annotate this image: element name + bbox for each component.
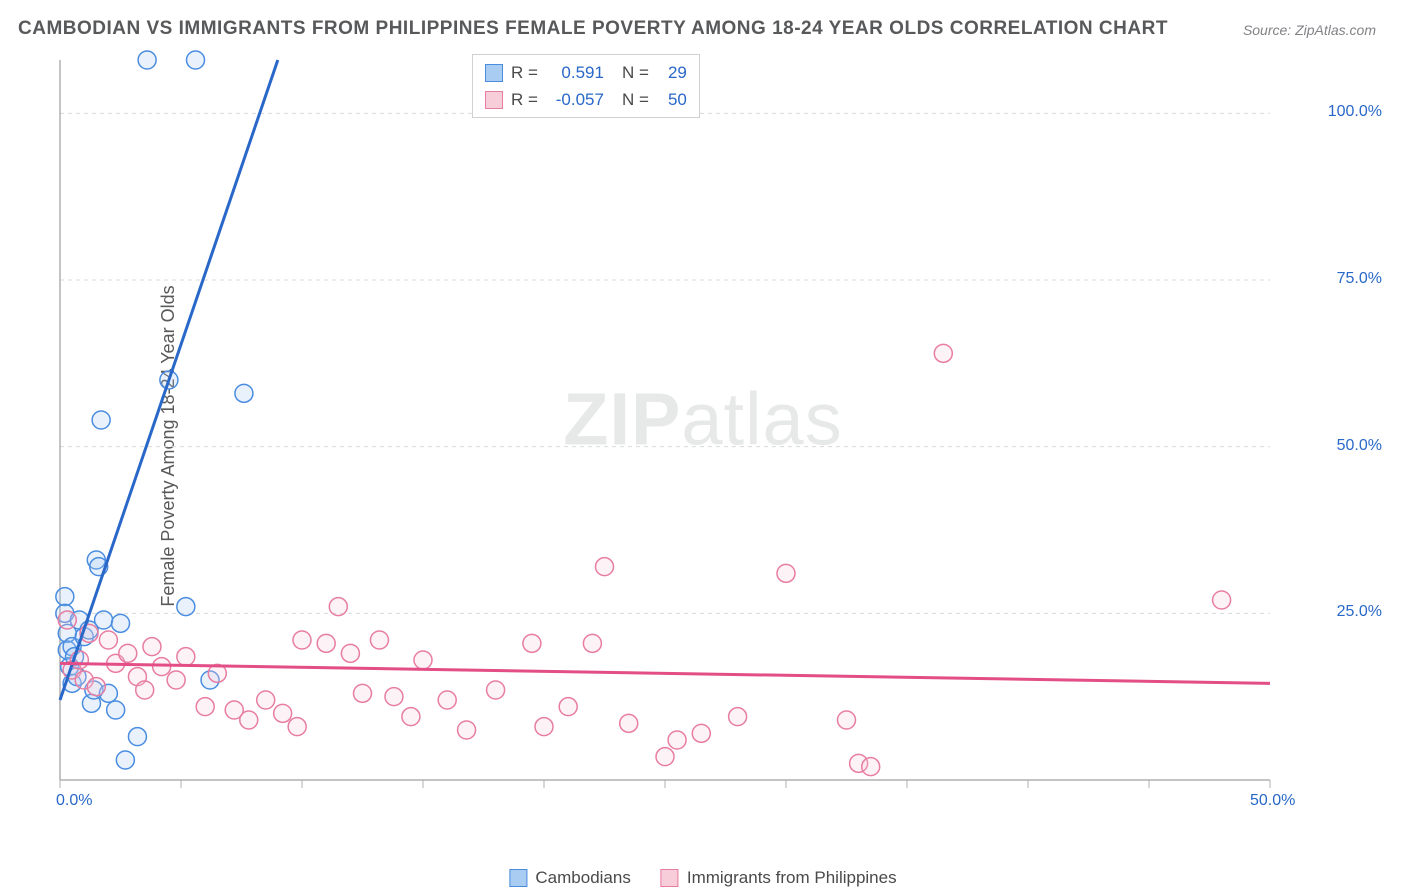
y-tick-label: 75.0% [1337, 270, 1382, 288]
stats-n-value: 50 [657, 86, 687, 113]
stats-n-label: N = [622, 59, 649, 86]
legend-swatch [661, 869, 679, 887]
chart-source: Source: ZipAtlas.com [1243, 22, 1376, 38]
stats-swatch [485, 91, 503, 109]
legend-swatch [509, 869, 527, 887]
stats-r-label: R = [511, 86, 538, 113]
stats-row: R = -0.057 N = 50 [485, 86, 687, 113]
stats-row: R = 0.591 N = 29 [485, 59, 687, 86]
stats-r-value: 0.591 [546, 59, 604, 86]
stats-box: R = 0.591 N = 29 R = -0.057 N = 50 [472, 54, 700, 118]
stats-r-label: R = [511, 59, 538, 86]
stats-n-label: N = [622, 86, 649, 113]
y-tick-label: 50.0% [1337, 437, 1382, 455]
scatter-plot [50, 50, 1350, 828]
y-tick-label: 100.0% [1328, 103, 1382, 121]
x-tick-label: 0.0% [56, 792, 92, 810]
y-tick-label: 25.0% [1337, 603, 1382, 621]
legend-label: Cambodians [535, 868, 630, 888]
chart-title: CAMBODIAN VS IMMIGRANTS FROM PHILIPPINES… [18, 18, 1168, 40]
stats-r-value: -0.057 [546, 86, 604, 113]
stats-swatch [485, 64, 503, 82]
stats-n-value: 29 [657, 59, 687, 86]
legend-item: Immigrants from Philippines [661, 868, 897, 888]
x-tick-label: 50.0% [1250, 792, 1295, 810]
legend-label: Immigrants from Philippines [687, 868, 897, 888]
legend-item: Cambodians [509, 868, 630, 888]
legend: Cambodians Immigrants from Philippines [509, 868, 896, 888]
